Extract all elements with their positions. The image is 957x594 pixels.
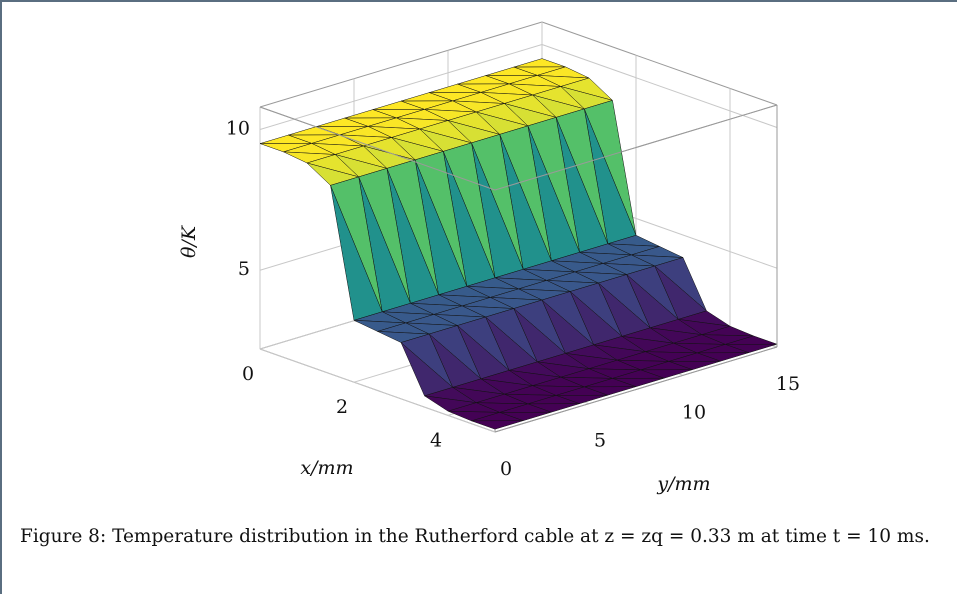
surface-facet [471,420,524,430]
x-tick-label: 2 [336,396,348,418]
figure-caption: Figure 8: Temperature distribution in th… [20,526,930,547]
y-tick-label: 5 [594,430,606,452]
grid-line [541,44,778,128]
grid-line [259,348,496,433]
x-tick-label: 0 [242,363,254,385]
box-edge [259,106,496,191]
chart: x/mm y/mm θ/K 5 10 0 2 4 0 5 10 15 [178,21,800,495]
z-tick-label: 5 [238,258,250,280]
z-tick-label: 10 [226,118,250,140]
box-edge [494,104,778,191]
box-edge [259,21,543,108]
x-tick-label: 4 [430,429,442,451]
z-axis-label: θ/K [178,224,200,258]
x-axis-label: x/mm [300,457,353,479]
y-tick-label: 10 [682,401,706,423]
y-axis-label: y/mm [656,473,710,495]
surface-facet [513,58,566,68]
box-edge [494,346,778,433]
box-edge [541,21,778,106]
y-tick-label: 15 [776,373,800,395]
y-tick-label: 0 [500,458,512,480]
grid-line [259,44,543,130]
